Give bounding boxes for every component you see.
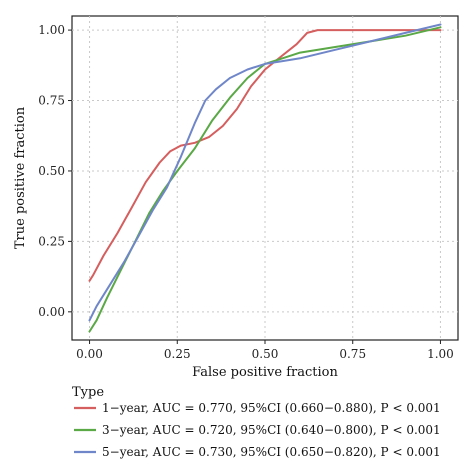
x-tick-label: 0.25 (164, 347, 191, 361)
legend-label-2: 3−year, AUC = 0.720, 95%CI (0.640−0.800)… (102, 423, 441, 437)
legend: Type 1−year, AUC = 0.770, 95%CI (0.660−0… (72, 385, 441, 459)
series-lines (88, 23, 442, 333)
y-axis-title: True positive fraction (13, 106, 28, 249)
series-line-3 (88, 23, 442, 322)
y-tick-label: 0.75 (38, 94, 65, 108)
x-tick-label: 0.75 (339, 347, 366, 361)
x-axis-title: False positive fraction (192, 365, 338, 380)
x-tick-label: 0.50 (252, 347, 279, 361)
series-line-1 (88, 29, 442, 282)
legend-title: Type (72, 385, 104, 400)
y-tick-label: 0.25 (38, 234, 65, 248)
y-tick-label: 0.00 (38, 305, 65, 319)
series-line-2 (88, 26, 442, 333)
y-tick-label: 0.50 (38, 164, 65, 178)
x-tick-label: 1.00 (427, 347, 454, 361)
legend-label-3: 5−year, AUC = 0.730, 95%CI (0.650−0.820)… (102, 445, 441, 459)
x-tick-label: 0.00 (76, 347, 103, 361)
legend-items: 1−year, AUC = 0.770, 95%CI (0.660−0.880)… (74, 401, 441, 459)
legend-label-1: 1−year, AUC = 0.770, 95%CI (0.660−0.880)… (102, 401, 441, 415)
axis-ticks: 0.00 0.25 0.50 0.75 1.00 0.00 0.25 0.50 0.75 1.00 (38, 23, 454, 361)
y-tick-label: 1.00 (38, 23, 65, 37)
